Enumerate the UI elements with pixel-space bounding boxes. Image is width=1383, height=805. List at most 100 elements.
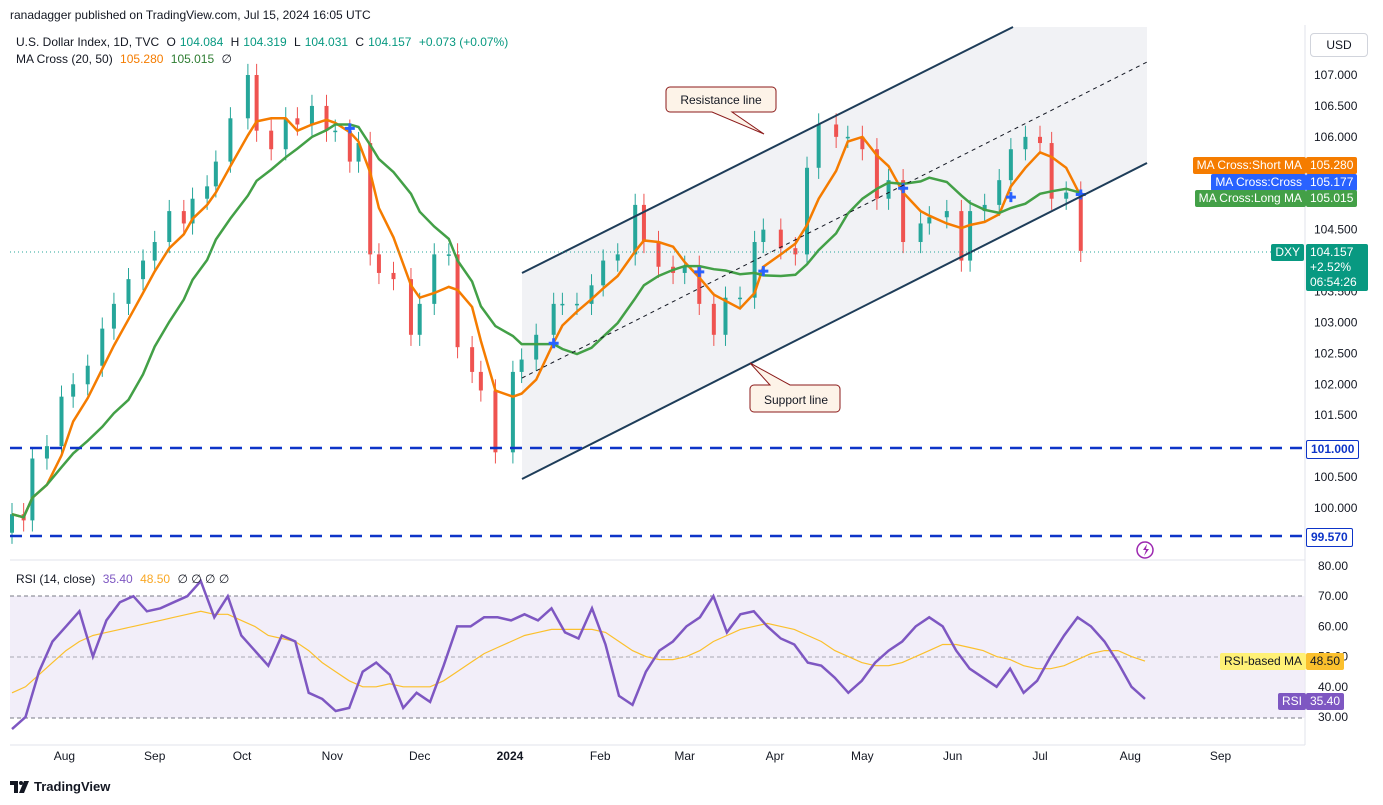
price-candle[interactable] [324,94,329,142]
channel-resistance-line[interactable] [521,26,1014,274]
price-candle[interactable] [633,193,638,266]
price-candle[interactable] [85,354,90,396]
price-candle[interactable] [534,323,539,371]
tradingview-logo[interactable]: TradingView [10,779,110,794]
rsi-badge-label: RSI [1277,693,1306,710]
price-candle[interactable] [560,292,565,316]
price-candle[interactable] [269,119,274,161]
price-tick-label: 100.000 [1314,501,1358,515]
long-ma-line[interactable] [11,123,1082,519]
price-candle[interactable] [589,274,594,316]
price-candle[interactable] [190,187,195,235]
price-candle[interactable] [927,206,932,235]
price-candle[interactable] [874,138,879,210]
price-candle[interactable] [309,94,314,136]
resistance-line-label: Resistance line [680,93,762,107]
price-candle[interactable] [860,125,865,161]
price-candle[interactable] [446,243,451,266]
price-candle[interactable] [376,243,381,285]
price-candle[interactable] [391,261,396,291]
price-candle[interactable] [656,230,661,278]
price-tick-label: 103.000 [1314,315,1358,329]
time-tick-label: Dec [409,749,430,763]
ma-cross-marker[interactable] [758,266,769,277]
price-candle[interactable] [1023,125,1028,161]
price-candle[interactable] [408,267,413,346]
ma-cross-marker[interactable] [548,338,559,349]
channel-support-line[interactable] [521,162,1148,480]
price-candle[interactable] [228,107,233,173]
time-axis[interactable]: Aug Sep Oct Nov Dec 2024 Feb Mar Apr May Jun Jul Aug… [54,749,1232,763]
price-candle[interactable] [711,292,716,346]
tradingview-logo-icon [10,780,29,793]
price-candle[interactable] [417,292,422,346]
price-candle[interactable] [141,249,146,291]
rsi-ma-line[interactable] [11,610,1146,694]
price-candle[interactable] [470,336,475,384]
alert-icon[interactable] [1136,541,1154,559]
price-candle[interactable] [761,218,766,254]
price-candle[interactable] [44,435,49,470]
price-candle[interactable] [834,113,839,148]
price-candle[interactable] [493,379,498,464]
price-candle[interactable] [59,385,64,458]
price-candle[interactable] [30,447,35,532]
price-candle[interactable] [368,131,373,266]
price-candle[interactable] [152,230,157,272]
cross-badge-label: MA Cross:Cross [1211,174,1306,191]
price-candle[interactable] [1064,181,1069,210]
price-candle[interactable] [167,199,172,254]
support-line-callout[interactable]: Support line [749,362,841,413]
price-candle[interactable] [752,230,757,309]
short-ma-badge-label: MA Cross:Short MA [1192,157,1306,174]
price-candle[interactable] [254,63,259,142]
cross-badge-value: 105.177 [1306,174,1358,191]
price-candle[interactable] [738,286,743,309]
price-candle[interactable] [805,156,810,266]
price-candle[interactable] [959,199,964,272]
countdown-value: 06:54:26 [1310,275,1357,289]
short-ma-badge-value: 105.280 [1306,157,1358,174]
price-candle[interactable] [886,169,891,210]
price-candle[interactable] [478,360,483,402]
level-101-badge: 101.000 [1306,440,1360,459]
price-candle[interactable] [997,169,1002,217]
time-tick-label: Jul [1032,749,1047,763]
price-candle[interactable] [982,193,987,223]
short-ma-line[interactable] [11,117,1082,519]
price-candle[interactable] [510,360,515,464]
price-candle[interactable] [918,212,923,254]
price-candle[interactable] [126,267,131,316]
price-candle[interactable] [283,107,288,161]
rsi-line[interactable] [11,578,1146,731]
price-candle[interactable] [901,169,906,254]
price-candle[interactable] [641,193,646,254]
price-candle[interactable] [551,292,556,346]
symbol-title[interactable]: U.S. Dollar Index, 1D, TVC [16,35,160,49]
price-candle[interactable] [1037,125,1042,155]
ma-cross-marker[interactable] [344,123,355,134]
price-tick-label: 101.500 [1314,408,1358,422]
ma-indicator-label[interactable]: MA Cross (20, 50) [16,52,113,66]
price-candle[interactable] [432,243,437,316]
price-candle[interactable] [356,131,361,173]
price-candle[interactable] [213,150,218,198]
price-candle[interactable] [615,243,620,272]
currency-button[interactable]: USD [1310,33,1368,57]
ma-cross-marker[interactable] [1005,192,1016,203]
price-candle[interactable] [1049,131,1054,210]
price-candle[interactable] [778,218,783,260]
price-candle[interactable] [968,199,973,272]
price-candle[interactable] [1008,138,1013,192]
resistance-line-callout[interactable]: Resistance line [665,86,777,135]
last-change-value: +2.52% [1310,260,1352,274]
price-candle[interactable] [111,292,116,340]
price-candle[interactable] [519,348,524,384]
ma-cross-marker[interactable] [694,266,705,277]
price-candle[interactable] [181,199,186,235]
rsi-indicator-label[interactable]: RSI (14, close) [16,572,96,586]
price-candle[interactable] [71,373,76,408]
price-candle[interactable] [723,286,728,346]
price-candle[interactable] [245,63,250,130]
